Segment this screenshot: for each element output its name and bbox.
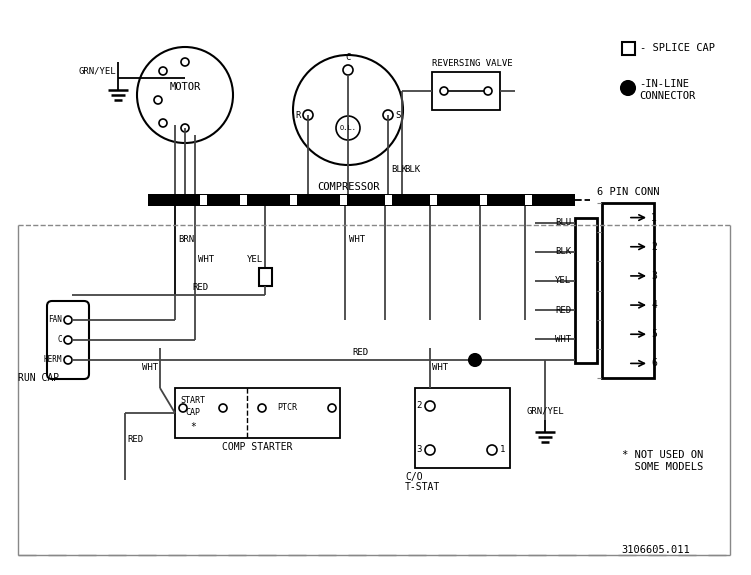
Circle shape <box>343 65 353 75</box>
Text: C: C <box>345 53 351 62</box>
Text: S: S <box>395 110 400 120</box>
Text: RED: RED <box>192 283 208 292</box>
Circle shape <box>179 404 187 412</box>
Bar <box>148 194 575 206</box>
Text: HERM: HERM <box>44 355 62 365</box>
Text: 3: 3 <box>651 271 657 281</box>
Text: FAN: FAN <box>48 316 62 324</box>
Text: CAP: CAP <box>185 408 201 417</box>
Circle shape <box>219 404 227 412</box>
Text: C/O: C/O <box>405 472 423 482</box>
Text: REVERSING VALVE: REVERSING VALVE <box>432 59 513 68</box>
Bar <box>575 218 597 363</box>
Circle shape <box>328 404 336 412</box>
Text: WHT: WHT <box>349 235 365 244</box>
Text: RUN CAP: RUN CAP <box>18 373 59 383</box>
Text: 6 PIN CONN: 6 PIN CONN <box>597 187 659 197</box>
Circle shape <box>487 445 497 455</box>
Text: 4: 4 <box>651 300 657 310</box>
FancyBboxPatch shape <box>47 301 89 379</box>
Text: 1: 1 <box>651 213 657 223</box>
Bar <box>415 388 510 468</box>
Circle shape <box>181 58 189 66</box>
Bar <box>240 195 247 205</box>
Circle shape <box>336 116 360 140</box>
Circle shape <box>383 110 393 120</box>
Text: *: * <box>190 422 196 432</box>
Bar <box>480 195 487 205</box>
Text: 1: 1 <box>500 446 505 454</box>
Text: 3106605.011: 3106605.011 <box>621 545 690 555</box>
Circle shape <box>258 404 266 412</box>
Text: BLK: BLK <box>555 247 571 256</box>
Circle shape <box>64 316 72 324</box>
Circle shape <box>64 356 72 364</box>
Text: BLK: BLK <box>391 166 407 174</box>
Bar <box>525 195 532 205</box>
Text: * NOT USED ON
  SOME MODELS: * NOT USED ON SOME MODELS <box>622 450 703 472</box>
Text: COMPRESSOR: COMPRESSOR <box>317 182 379 192</box>
Text: 2: 2 <box>651 242 657 252</box>
Text: O.L.: O.L. <box>339 125 357 131</box>
Bar <box>432 72 500 110</box>
Circle shape <box>159 119 167 127</box>
Text: CONNECTOR: CONNECTOR <box>639 91 695 101</box>
Text: RED: RED <box>352 348 368 357</box>
Bar <box>259 268 272 286</box>
Circle shape <box>293 55 403 165</box>
Bar <box>602 203 654 378</box>
Circle shape <box>159 67 167 75</box>
Text: -IN-LINE: -IN-LINE <box>639 79 689 89</box>
Text: YEL: YEL <box>247 255 263 264</box>
Text: YEL: YEL <box>555 277 571 285</box>
Circle shape <box>621 81 635 95</box>
Text: PTCR: PTCR <box>277 404 297 412</box>
Text: RED: RED <box>127 435 143 444</box>
Circle shape <box>137 47 233 143</box>
Text: 2: 2 <box>417 401 422 411</box>
Circle shape <box>181 124 189 132</box>
Circle shape <box>154 96 162 104</box>
Circle shape <box>484 87 492 95</box>
Circle shape <box>64 336 72 344</box>
Text: GRN/YEL: GRN/YEL <box>526 407 564 416</box>
Text: R: R <box>296 110 301 120</box>
Bar <box>175 388 340 438</box>
Bar <box>340 195 347 205</box>
Text: T-STAT: T-STAT <box>405 482 440 492</box>
Text: WHT: WHT <box>432 363 448 373</box>
Text: 5: 5 <box>651 329 657 339</box>
Text: MOTOR: MOTOR <box>170 82 201 92</box>
Bar <box>622 42 635 55</box>
Bar <box>430 195 437 205</box>
Text: BLK: BLK <box>404 166 420 174</box>
Bar <box>385 195 392 205</box>
Text: WHT: WHT <box>555 335 571 344</box>
Text: BLU: BLU <box>555 218 571 227</box>
Bar <box>200 195 207 205</box>
Text: - SPLICE CAP: - SPLICE CAP <box>640 43 715 53</box>
Text: START: START <box>180 396 206 405</box>
Text: COMP STARTER: COMP STARTER <box>222 442 292 452</box>
Text: C: C <box>57 335 62 344</box>
Text: 6: 6 <box>651 358 657 369</box>
Text: GRN/YEL: GRN/YEL <box>78 67 116 76</box>
Circle shape <box>469 354 481 366</box>
Text: WHT: WHT <box>142 363 158 373</box>
Bar <box>290 195 297 205</box>
Circle shape <box>303 110 313 120</box>
Circle shape <box>425 401 435 411</box>
Text: 3: 3 <box>417 446 422 454</box>
Circle shape <box>440 87 448 95</box>
Text: BRN: BRN <box>178 235 194 244</box>
Text: WHT: WHT <box>198 255 214 264</box>
Circle shape <box>425 445 435 455</box>
Text: RED: RED <box>555 305 571 315</box>
